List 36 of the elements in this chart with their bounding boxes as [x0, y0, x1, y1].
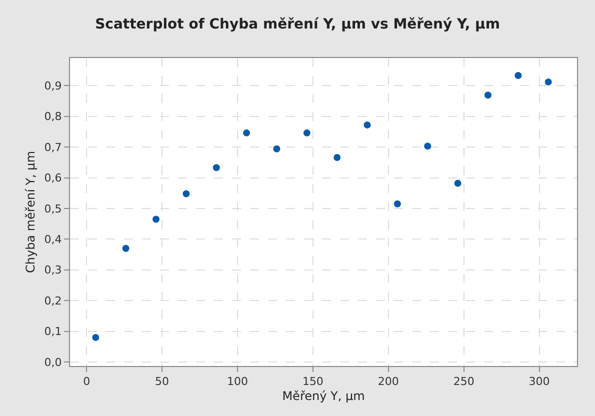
point [334, 154, 341, 161]
point [303, 129, 310, 136]
point [514, 72, 522, 79]
y-tick-label: 0,3 [44, 264, 62, 277]
y-tick-label: 0,2 [44, 294, 62, 308]
point [152, 216, 160, 223]
y-tick-label: 0,6 [44, 172, 62, 185]
y-tick-label: 0,8 [44, 110, 62, 124]
point [92, 334, 100, 341]
y-tick-label: 0,4 [44, 233, 62, 246]
x-tick-label: 50 [155, 375, 170, 388]
y-tick-label: 0,0 [44, 356, 62, 369]
point [273, 145, 280, 152]
point [394, 200, 401, 208]
point [454, 180, 462, 187]
point [544, 78, 552, 86]
point [484, 92, 492, 99]
y-tick-label: 0,9 [44, 79, 62, 92]
point [122, 244, 130, 252]
point [243, 129, 250, 136]
y-tick-label: 0,5 [44, 202, 62, 216]
y-tick-label: 0,7 [44, 140, 62, 154]
y-tick-label: 0,1 [44, 325, 62, 338]
chart-title: Scatterplot of Chyba měření Y, µm vs Měřený Y, µm [95, 16, 500, 33]
x-tick-label: 150 [302, 375, 324, 388]
x-tick-label: 250 [453, 375, 474, 388]
x-tick-label: 200 [378, 375, 399, 388]
x-tick-label: 100 [226, 375, 248, 388]
point [424, 142, 432, 150]
point [364, 121, 371, 128]
x-tick-label: 0 [83, 375, 90, 388]
y-axis-title: Chyba měření Y, µm [24, 150, 38, 274]
point [182, 190, 190, 198]
point [212, 164, 220, 172]
x-tick-label: 300 [528, 375, 550, 388]
x-axis-title: Měřený Y, µm [282, 389, 365, 404]
